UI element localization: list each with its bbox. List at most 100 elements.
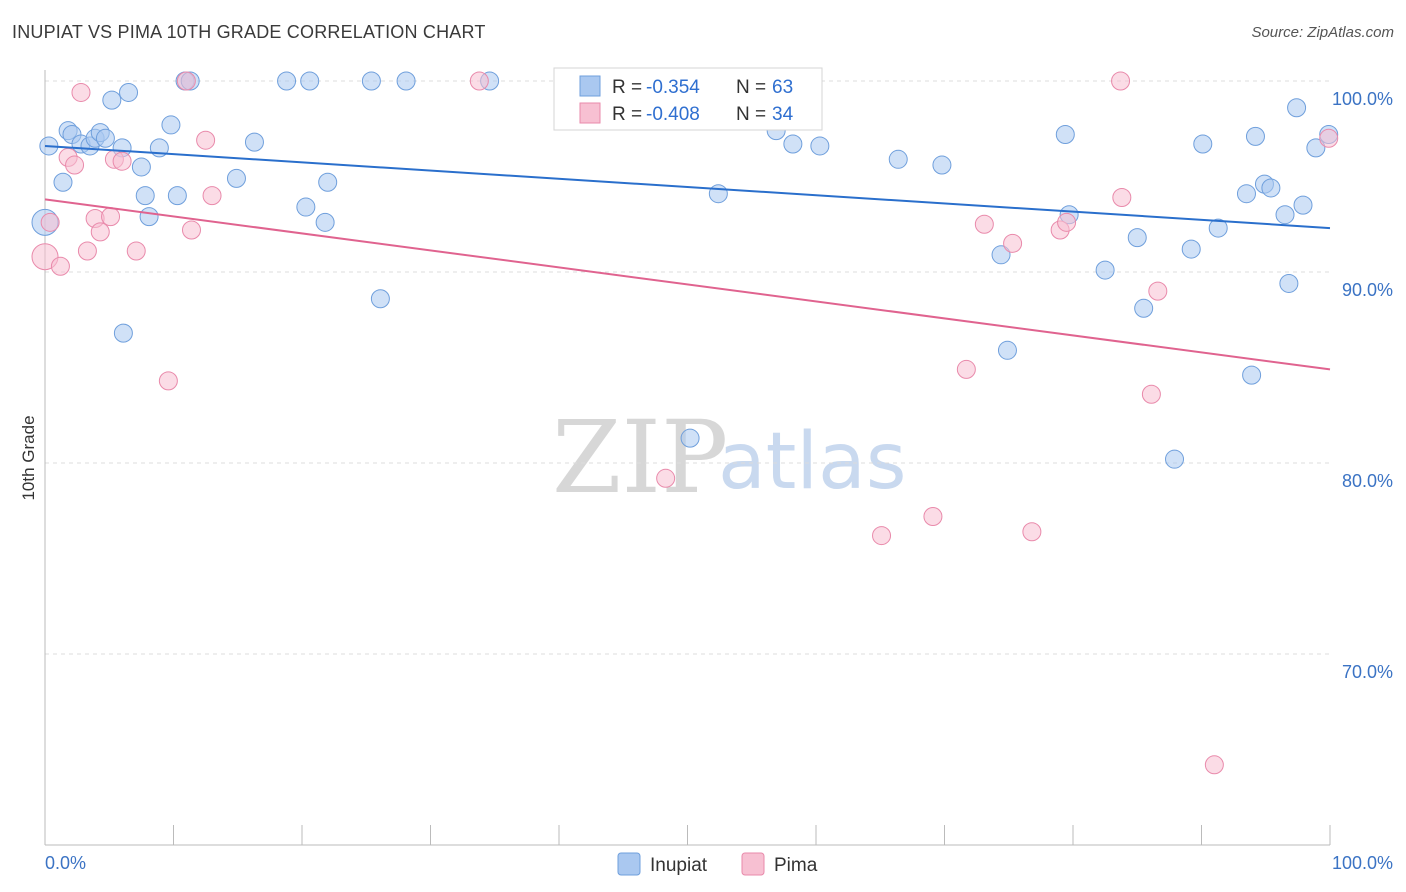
point-pima-24 (1003, 233, 1023, 253)
point-inupiat-24 (277, 71, 297, 91)
point-inupiat-40 (932, 155, 952, 175)
watermark-zip: ZIP (552, 399, 728, 516)
legend-swatch-inupiat (579, 75, 601, 97)
point-inupiat-47 (1134, 298, 1154, 318)
point-pima-17 (202, 186, 222, 206)
point-inupiat-39 (888, 149, 908, 169)
point-pima-5 (71, 82, 91, 102)
point-pima-29 (1112, 188, 1132, 208)
point-inupiat-26 (300, 71, 320, 91)
point-inupiat-59 (1287, 98, 1307, 118)
point-inupiat-34 (680, 428, 700, 448)
point-pima-14 (176, 71, 196, 91)
point-inupiat-16 (139, 207, 159, 227)
point-pima-2 (50, 256, 70, 276)
point-inupiat-30 (370, 289, 390, 309)
point-inupiat-12 (119, 82, 139, 102)
point-pima-19 (656, 468, 676, 488)
trendlines (44, 144, 1331, 371)
point-inupiat-31 (396, 71, 416, 91)
bottom-legend-label-inupiat: Inupiat (650, 855, 708, 876)
point-pima-33 (1319, 128, 1339, 148)
point-inupiat-54 (1245, 126, 1265, 146)
point-inupiat-27 (315, 212, 335, 232)
chart-title: INUPIAT VS PIMA 10TH GRADE CORRELATION C… (12, 22, 486, 42)
point-inupiat-13 (113, 323, 133, 343)
point-inupiat-42 (997, 340, 1017, 360)
bottom-legend: Inupiat Pima (617, 852, 818, 876)
y-tick-label-0: 70.0% (1342, 662, 1393, 682)
trendline-pima (44, 198, 1331, 371)
point-pima-31 (1148, 281, 1168, 301)
point-inupiat-37 (783, 134, 803, 154)
point-pima-22 (956, 359, 976, 379)
point-inupiat-10 (102, 90, 122, 110)
point-inupiat-45 (1095, 260, 1115, 280)
bottom-legend-label-pima: Pima (774, 855, 818, 876)
bottom-legend-swatch-pima (741, 852, 765, 876)
point-pima-27 (1057, 212, 1077, 232)
legend-n-label-pima: N = (736, 104, 766, 125)
x-tick-labels: 0.0% 100.0% (45, 853, 1393, 873)
point-inupiat-9 (95, 128, 115, 148)
gridlines (45, 80, 1330, 655)
point-inupiat-52 (1236, 184, 1256, 204)
point-pima-11 (112, 151, 132, 171)
point-inupiat-19 (167, 186, 187, 206)
point-pima-13 (158, 371, 178, 391)
point-pima-4 (65, 155, 85, 175)
y-tick-labels: 70.0% 80.0% 90.0% 100.0% (1332, 89, 1393, 682)
point-pima-1 (40, 212, 60, 232)
series-pima-points (31, 71, 1339, 775)
point-inupiat-22 (226, 168, 246, 188)
watermark-atlas: atlas (718, 417, 907, 507)
point-inupiat-56 (1261, 178, 1281, 198)
point-pima-28 (1111, 71, 1131, 91)
legend-n-label-inupiat: N = (736, 77, 766, 98)
point-inupiat-53 (1242, 365, 1262, 385)
point-inupiat-15 (135, 186, 155, 206)
point-pima-20 (872, 526, 892, 546)
x-tick-label-0: 0.0% (45, 853, 86, 873)
point-inupiat-25 (296, 197, 316, 217)
point-inupiat-35 (708, 184, 728, 204)
point-inupiat-23 (244, 132, 264, 152)
point-pima-9 (101, 207, 121, 227)
point-inupiat-57 (1275, 205, 1295, 225)
point-pima-25 (1022, 522, 1042, 542)
point-inupiat-28 (318, 172, 338, 192)
point-pima-21 (923, 506, 943, 526)
source-label: Source: ZipAtlas.com (1251, 24, 1394, 41)
point-pima-32 (1204, 755, 1224, 775)
point-inupiat-29 (361, 71, 381, 91)
point-pima-15 (181, 220, 201, 240)
point-pima-6 (77, 241, 97, 261)
point-inupiat-58 (1279, 273, 1299, 293)
point-inupiat-18 (161, 115, 181, 135)
point-pima-8 (90, 222, 110, 242)
y-axis-label: 10th Grade (19, 415, 38, 500)
legend-n-value-inupiat: 63 (772, 77, 793, 98)
point-inupiat-48 (1165, 449, 1185, 469)
point-inupiat-43 (1055, 124, 1075, 144)
x-tick-label-1: 100.0% (1332, 853, 1393, 873)
point-pima-30 (1141, 384, 1161, 404)
y-tick-label-3: 100.0% (1332, 89, 1393, 109)
point-pima-16 (196, 130, 216, 150)
point-inupiat-60 (1293, 195, 1313, 215)
point-inupiat-49 (1181, 239, 1201, 259)
y-tick-label-2: 90.0% (1342, 280, 1393, 300)
legend: R = -0.354 N = 63 R = -0.408 N = 34 (553, 67, 823, 131)
point-pima-12 (126, 241, 146, 261)
legend-n-value-pima: 34 (772, 104, 794, 125)
point-inupiat-41 (991, 245, 1011, 265)
legend-r-label-inupiat: R = (612, 77, 642, 98)
point-inupiat-38 (810, 136, 830, 156)
point-inupiat-14 (131, 157, 151, 177)
point-pima-18 (469, 71, 489, 91)
point-inupiat-61 (1306, 138, 1326, 158)
legend-r-value-pima: -0.408 (646, 104, 700, 125)
trendline-inupiat (44, 144, 1331, 230)
point-inupiat-2 (53, 172, 73, 192)
